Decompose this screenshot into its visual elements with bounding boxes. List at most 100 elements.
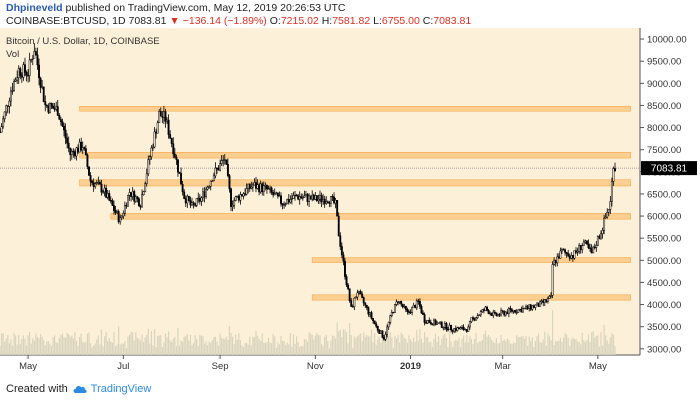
price-tick-label: 3000.00 — [647, 344, 681, 355]
volume-bar — [105, 331, 107, 355]
volume-bar — [336, 322, 338, 355]
volume-bar — [13, 333, 15, 355]
volume-bar — [339, 329, 341, 355]
price-chart[interactable]: 3000.00 3500.00 4000.00 4500.00 5000.00 5500.… — [0, 28, 700, 375]
candle-body — [598, 236, 601, 239]
volume-bar — [544, 331, 546, 355]
candle-body — [297, 195, 300, 200]
volume-bar — [153, 329, 156, 355]
price-tag-background — [641, 161, 697, 176]
volume-bar — [388, 336, 390, 355]
volume-bar — [386, 334, 388, 355]
support-resistance-zones — [79, 106, 631, 301]
volume-bar — [275, 347, 277, 355]
volume-bar — [54, 335, 56, 355]
volume-bar — [419, 328, 421, 355]
volume-label: Vol — [6, 49, 19, 60]
candle-body — [354, 296, 357, 299]
volume-bar — [103, 336, 106, 355]
candle-body — [144, 183, 147, 192]
volume-bar — [225, 336, 227, 355]
time-tick-label: Mar — [494, 361, 510, 372]
candle-body — [468, 321, 471, 328]
volume-bar — [194, 335, 196, 355]
volume-bar — [178, 345, 181, 355]
candle-body — [172, 143, 175, 155]
candle-body — [553, 260, 556, 265]
close-label: C: — [422, 15, 434, 27]
candle-body — [537, 302, 540, 307]
low-label: L: — [373, 15, 382, 27]
volume-bar — [188, 340, 190, 355]
candle-body — [482, 309, 485, 311]
candle-body — [329, 195, 332, 204]
tradingview-logo[interactable]: TradingView — [72, 383, 151, 395]
volume-bar — [80, 333, 82, 355]
candle-body — [192, 202, 195, 205]
volume-bar — [367, 336, 369, 355]
candle-body — [133, 191, 136, 202]
volume-bar — [545, 345, 547, 355]
candle-body — [272, 192, 275, 196]
volume-bar — [264, 342, 266, 355]
candle-body — [306, 194, 309, 202]
candle-body — [187, 195, 190, 202]
candle-body — [298, 196, 301, 200]
candle-body — [64, 129, 67, 139]
candle-body — [562, 249, 565, 251]
volume-bar — [164, 333, 167, 355]
candle-body — [148, 156, 151, 160]
symbol-label: COINBASE:BTCUSD, 1D — [6, 15, 126, 27]
volume-bar — [85, 342, 87, 355]
volume-bar — [463, 335, 465, 355]
candle-body — [372, 318, 375, 322]
volume-bar — [527, 346, 529, 355]
volume-bar — [266, 342, 268, 355]
candle-body — [390, 311, 393, 316]
volume-bar — [144, 337, 146, 355]
candle-body — [80, 141, 83, 151]
candle-body — [147, 159, 150, 175]
candle-body — [41, 86, 44, 88]
candle-body — [417, 300, 420, 302]
candle-body — [515, 312, 518, 314]
candle-body — [300, 196, 303, 198]
candle-body — [450, 325, 453, 331]
volume-bar — [531, 337, 533, 355]
candle-body — [275, 192, 278, 195]
volume-bar — [325, 334, 327, 355]
volume-bar — [294, 343, 296, 355]
volume-bar — [127, 336, 129, 355]
volume-bar — [211, 340, 213, 355]
candle-body — [169, 134, 172, 139]
volume-bar — [375, 344, 377, 355]
candle-body — [197, 197, 200, 200]
candle-body — [219, 163, 222, 171]
volume-bar — [603, 324, 605, 355]
volume-bar — [516, 335, 518, 355]
candle-body — [195, 198, 198, 206]
chart-container[interactable]: 3000.00 3500.00 4000.00 4500.00 5000.00 5500.… — [0, 28, 700, 375]
volume-bar — [308, 332, 310, 355]
candle-body — [556, 256, 559, 264]
candle-body — [476, 315, 479, 318]
volume-bar — [409, 339, 412, 355]
candle-body — [418, 301, 421, 307]
price-tick-label: 9500.00 — [647, 57, 681, 68]
volume-bar — [52, 336, 54, 355]
candle-body — [465, 329, 468, 332]
price-tick-label: 4500.00 — [647, 278, 681, 289]
volume-bar — [536, 335, 538, 355]
candle-body — [443, 323, 446, 328]
candle-body — [9, 90, 12, 102]
candle-body — [58, 115, 61, 120]
volume-bar — [606, 340, 608, 355]
candle-body — [493, 311, 496, 314]
volume-bar — [122, 343, 124, 355]
volume-bar — [391, 337, 393, 355]
candle-body — [128, 192, 131, 196]
volume-bar — [227, 339, 229, 355]
candle-body — [17, 68, 20, 78]
volume-bar — [108, 338, 110, 355]
author-link[interactable]: Dhpineveld — [6, 2, 63, 14]
